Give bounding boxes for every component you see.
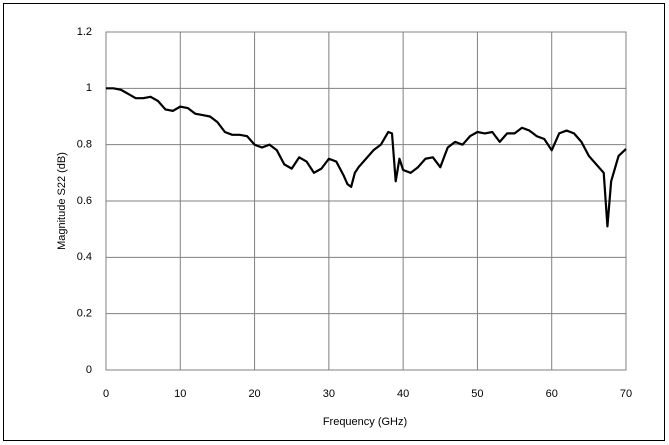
y-tick-label: 0.6 [77,195,92,207]
y-tick-label: 0.8 [77,139,92,151]
y-axis-label: Magnitude S22 (dB) [56,152,68,250]
x-tick-label: 0 [103,388,109,400]
y-tick-label: 1.2 [77,26,92,38]
y-tick-label: 0 [86,364,92,376]
x-axis-label: Frequency (GHz) [323,416,407,428]
x-tick-label: 30 [323,388,335,400]
x-tick-label: 20 [248,388,260,400]
x-tick-label: 60 [546,388,558,400]
y-tick-label: 0.4 [77,251,92,263]
y-tick-label: 0.2 [77,308,92,320]
data-line [106,87,627,228]
x-tick-label: 70 [620,388,632,400]
x-tick-label: 10 [174,388,186,400]
y-tick-label: 1 [86,82,92,94]
x-tick-label: 40 [397,388,409,400]
x-tick-label: 50 [471,388,483,400]
